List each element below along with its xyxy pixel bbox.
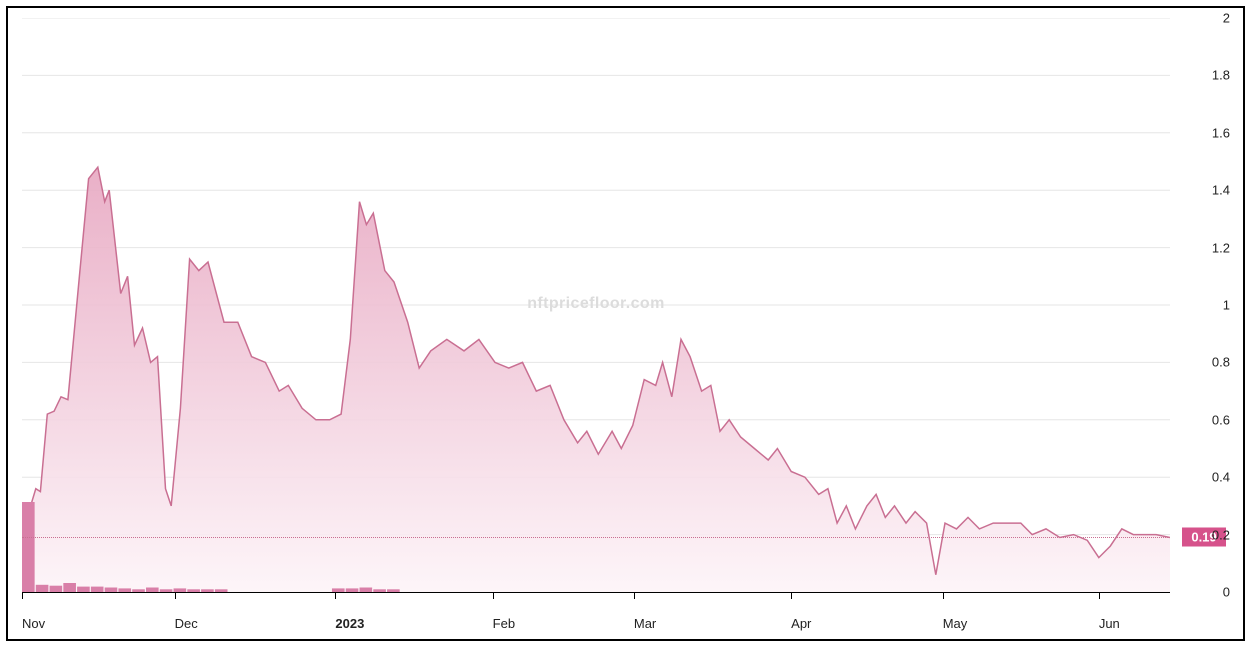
y-tick-label: 1 xyxy=(1223,298,1230,313)
y-tick-label: 1.8 xyxy=(1212,68,1230,83)
watermark-text: nftpricefloor.com xyxy=(527,295,664,313)
y-tick-label: 1.2 xyxy=(1212,240,1230,255)
y-tick-label: 1.4 xyxy=(1212,183,1230,198)
x-tick-label: 2023 xyxy=(335,616,364,631)
reference-line xyxy=(22,537,1170,538)
x-tick-label: Mar xyxy=(634,616,656,631)
y-tick-label: 1.6 xyxy=(1212,125,1230,140)
chart-frame: 0.19 nftpricefloor.com 0 0.2 0.4 0.6 0.8 1 1.2… xyxy=(6,6,1245,641)
plot-area: 0.19 nftpricefloor.com xyxy=(22,18,1170,592)
y-tick-label: 0.6 xyxy=(1212,412,1230,427)
x-tick-label: Apr xyxy=(791,616,811,631)
x-tick-label: Jun xyxy=(1099,616,1120,631)
y-tick-label: 2 xyxy=(1223,11,1230,26)
y-axis: 00.20.40.60.811.21.41.61.82 xyxy=(1170,18,1240,592)
x-tick-label: Nov xyxy=(22,616,45,631)
y-tick-label: 0.4 xyxy=(1212,470,1230,485)
x-tick-label: Dec xyxy=(175,616,198,631)
y-tick-label: 0 xyxy=(1223,585,1230,600)
x-tick-label: Feb xyxy=(493,616,515,631)
x-axis: Nov Dec 2023 Feb Mar Apr May Jun xyxy=(22,592,1170,636)
y-tick-label: 0.2 xyxy=(1212,527,1230,542)
y-tick-label: 0.8 xyxy=(1212,355,1230,370)
x-tick-label: May xyxy=(943,616,968,631)
